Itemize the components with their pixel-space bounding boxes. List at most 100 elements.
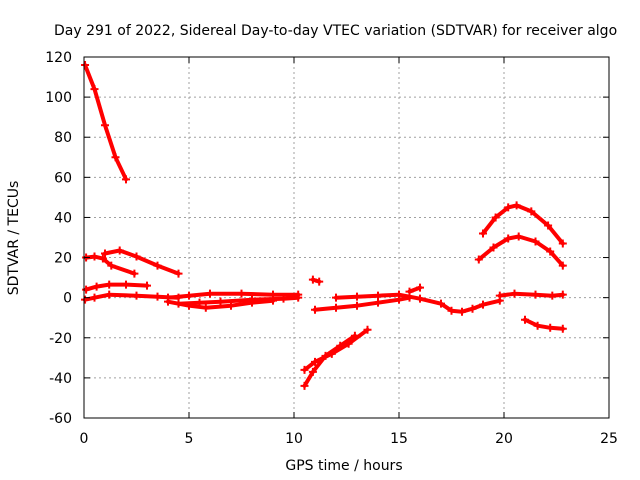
data-point	[374, 298, 382, 307]
data-point	[546, 323, 555, 332]
data-point	[101, 249, 109, 258]
data-point	[111, 153, 120, 162]
data-point	[332, 303, 340, 312]
data-point	[90, 293, 99, 302]
x-tick-label: 25	[600, 431, 618, 447]
data-point	[458, 307, 466, 316]
data-point	[308, 367, 317, 376]
data-point	[479, 300, 487, 309]
data-point	[206, 289, 214, 298]
data-point	[311, 357, 319, 366]
x-tick-label: 0	[80, 431, 89, 447]
series-arc-9	[308, 275, 324, 286]
y-tick-label: 40	[54, 210, 72, 226]
y-tick-label: 60	[54, 170, 72, 186]
data-point	[164, 293, 172, 302]
data-point	[474, 255, 483, 264]
data-point	[279, 294, 288, 303]
data-point	[132, 291, 141, 300]
grid-lines	[84, 57, 609, 418]
data-point	[504, 234, 513, 243]
data-point	[489, 243, 498, 252]
data-point	[237, 289, 246, 298]
data-point	[327, 349, 336, 358]
data-point	[90, 252, 99, 261]
data-point	[122, 175, 130, 184]
data-point	[115, 246, 124, 255]
data-point	[533, 321, 542, 330]
y-tick-label: 100	[45, 90, 72, 106]
data-point	[546, 247, 555, 256]
data-point	[416, 283, 424, 292]
data-point	[558, 239, 567, 248]
data-point	[504, 203, 513, 212]
data-point	[332, 293, 340, 302]
y-axis-label: SDTVAR / TECUs	[6, 181, 22, 296]
series-arc-11	[300, 325, 372, 374]
data-point	[174, 299, 183, 308]
y-tick-label: -60	[49, 411, 72, 427]
data-point	[521, 315, 529, 324]
series-line	[523, 317, 565, 331]
y-tick-label: 20	[54, 251, 72, 267]
y-tick-label: 0	[63, 291, 72, 307]
axis-tick-labels: 0 5 10 15 20 25 -60 -40 -20 0 20 40 60 80 100 120	[45, 50, 618, 447]
data-point	[81, 295, 90, 304]
data-point	[311, 305, 319, 314]
data-point	[544, 221, 553, 230]
y-tick-label: 120	[45, 50, 72, 66]
data-point	[491, 213, 500, 222]
x-tick-label: 10	[285, 431, 303, 447]
data-point	[143, 281, 151, 290]
series-arc-17	[474, 232, 567, 270]
data-point	[495, 291, 504, 300]
data-point	[315, 277, 324, 286]
data-point	[363, 325, 372, 334]
data-point	[395, 290, 403, 299]
data-point	[468, 304, 477, 313]
data-point	[405, 287, 414, 296]
data-point	[437, 299, 445, 308]
series-arc-13	[332, 290, 504, 316]
x-tick-label: 15	[390, 431, 408, 447]
data-point	[201, 303, 210, 312]
series-arc-18	[521, 315, 567, 333]
data-point	[153, 261, 162, 270]
data-point	[308, 275, 317, 284]
data-point	[92, 282, 101, 291]
data-point	[531, 237, 540, 246]
series-arc-7	[164, 289, 303, 302]
data-point	[416, 294, 424, 303]
x-tick-label: 5	[185, 431, 194, 447]
data-point	[300, 365, 309, 374]
chart-title: Day 291 of 2022, Sidereal Day-to-day VTE…	[54, 23, 617, 39]
data-point	[101, 121, 109, 130]
series-arc-3	[101, 246, 183, 278]
series-arc-4	[82, 280, 151, 294]
series-arc-14	[405, 283, 424, 296]
data-point	[82, 285, 91, 294]
data-point	[98, 254, 107, 263]
series-arc-15	[495, 289, 567, 300]
data-point	[447, 306, 456, 315]
data-point	[344, 339, 353, 348]
data-point	[558, 261, 567, 270]
data-point	[105, 290, 114, 299]
series-arc-1	[81, 61, 130, 184]
data-point	[107, 261, 116, 270]
x-axis-label: GPS time / hours	[285, 458, 402, 474]
y-tick-label: 80	[54, 130, 72, 146]
data-point	[531, 290, 540, 299]
data-point	[81, 61, 90, 70]
data-point	[558, 290, 567, 299]
data-point	[514, 232, 523, 241]
data-point	[132, 252, 141, 261]
data-point	[353, 301, 361, 310]
data-point	[294, 293, 303, 302]
data-point	[527, 207, 536, 216]
data-point	[374, 291, 382, 300]
data-series	[81, 61, 567, 390]
data-point	[122, 280, 130, 289]
